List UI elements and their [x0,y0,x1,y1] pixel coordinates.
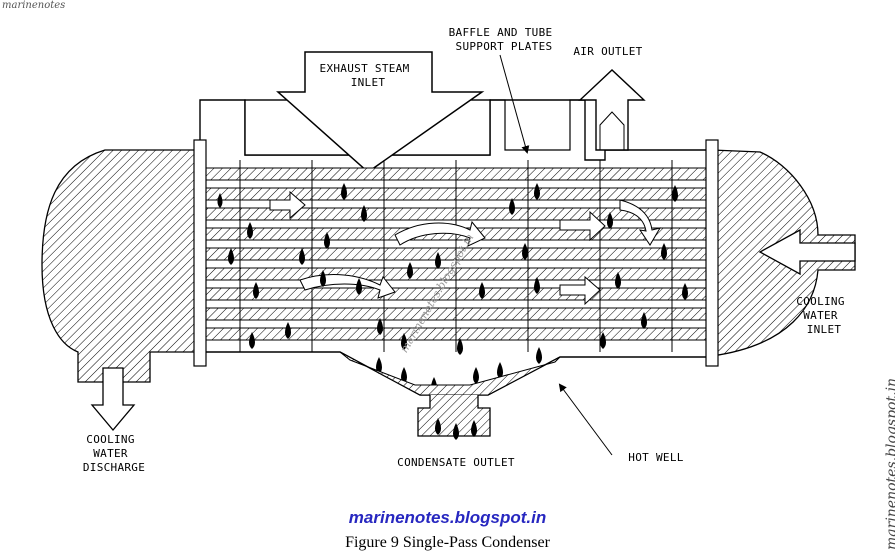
baffle-plate-top [490,99,585,151]
condensate-outlet-label: CONDENSATE OUTLET [397,456,515,469]
condensate-droplets [217,183,688,420]
baffle-pointer [499,54,530,154]
air-outlet-arrow [578,69,646,151]
exhaust-steam-arrow [276,51,485,173]
hot-well-label: HOT WELL [628,451,683,464]
hot-well [339,351,561,396]
cooling-water-inlet-arrow [758,228,856,276]
top-watermark: marinenotes [2,0,66,11]
cooling-water-inlet-label: COOLING WATER INLET [796,295,851,336]
blog-watermark: marinenotes.blogspot.in [348,508,547,527]
left-water-box [41,149,201,383]
side-watermark: marinenotes.blogspot.in [884,377,895,550]
shell-flanges [193,139,719,367]
support-plates [239,160,673,352]
hot-well-pointer [558,383,613,456]
exhaust-steam-label: EXHAUST STEAM INLET [320,62,417,89]
cooling-water-discharge-label: COOLING WATER DISCHARGE [83,433,145,474]
figure-caption: Figure 9 Single-Pass Condenser [345,534,550,551]
air-outlet-label: AIR OUTLET [573,45,642,58]
baffle-plates-label: BAFFLE AND TUBE SUPPORT PLATES [449,26,560,53]
cooling-water-discharge-arrow [90,367,136,432]
